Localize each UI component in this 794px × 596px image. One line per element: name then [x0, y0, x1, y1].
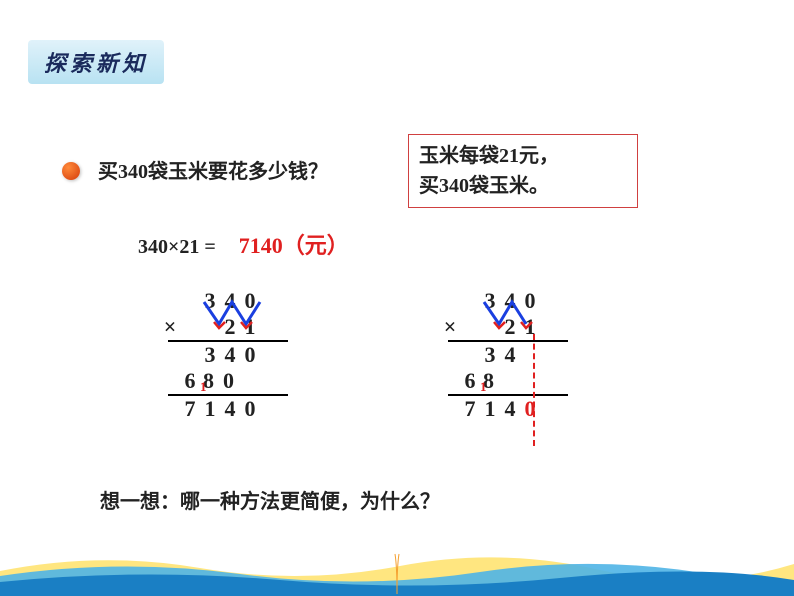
equation-answer: 7140（元） [239, 233, 349, 258]
info-box: 玉米每袋21元， 买340袋玉米。 [408, 134, 638, 208]
dashed-separator [533, 334, 535, 446]
info-line2: 买340袋玉米。 [419, 171, 627, 201]
section-badge: 探索新知 [28, 40, 164, 84]
wave-footer [0, 546, 794, 596]
info-line1: 玉米每袋21元， [419, 141, 627, 171]
equation-lhs: 340×21 = [138, 236, 216, 258]
column-work-1: 3 4 0 × 2 1 3 4 0 61 8 0 7 1 4 0 [160, 288, 288, 422]
question-text: 买340袋玉米要花多少钱？ [98, 155, 328, 184]
bullet-icon [62, 162, 80, 180]
think-prompt: 想一想：哪一种方法更简便，为什么？ [100, 485, 440, 514]
equation: 340×21 = 7140（元） [138, 228, 349, 260]
column-work-2: 3 4 0 × 2 1 3 4 61 8 7 1 4 0 [440, 288, 568, 422]
